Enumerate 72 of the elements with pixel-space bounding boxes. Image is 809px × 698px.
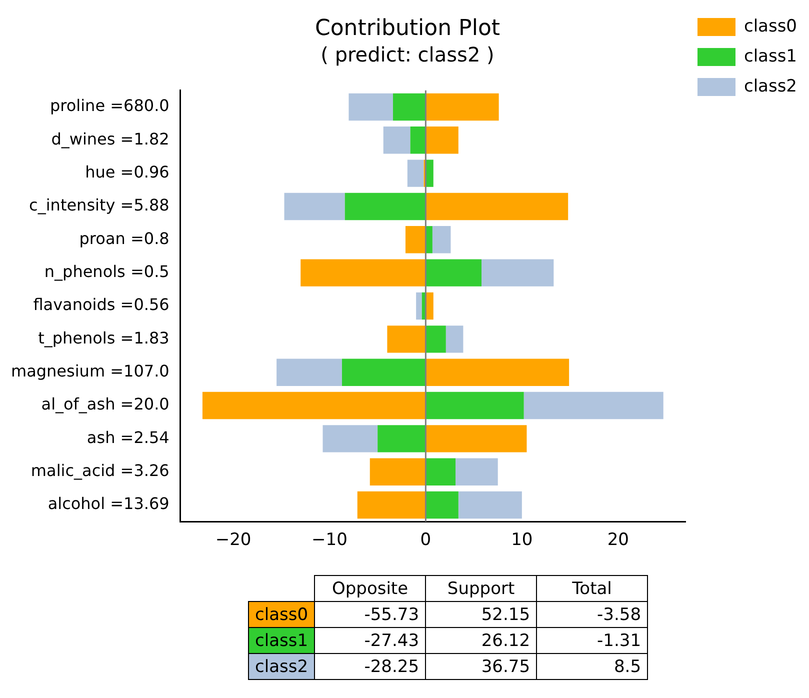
data-label: -28.25 <box>314 654 426 680</box>
bar <box>407 160 424 187</box>
y-tick-label: class2 <box>248 654 315 680</box>
bar <box>426 425 527 452</box>
bar <box>416 292 422 320</box>
y-tick-label: alcohol =13.69 <box>48 494 170 514</box>
y-tick-label: hue =0.96 <box>85 162 170 182</box>
y-tick-label: d_wines =1.82 <box>51 129 170 148</box>
bar <box>387 326 426 353</box>
data-label: 52.15 <box>426 602 537 628</box>
data-label: -3.58 <box>536 602 648 628</box>
bar <box>410 126 426 154</box>
bar <box>276 358 342 386</box>
legend-label: class2 <box>744 76 798 96</box>
y-tick-label: n_phenols =0.5 <box>44 262 170 281</box>
bar <box>383 126 410 154</box>
y-tick-label: proan =0.8 <box>79 228 170 248</box>
bar <box>426 93 499 121</box>
legend-label: class0 <box>744 16 798 36</box>
bar <box>426 326 446 353</box>
bar <box>342 358 426 386</box>
data-label: -27.43 <box>314 628 426 654</box>
y-tick-label: class1 <box>248 628 315 654</box>
bar <box>458 491 522 519</box>
data-label: -1.31 <box>536 628 648 654</box>
bar <box>405 226 426 254</box>
bar <box>378 425 426 452</box>
data-label: 26.12 <box>426 628 537 654</box>
bar <box>426 259 482 286</box>
bar <box>456 458 498 486</box>
bar <box>426 358 570 386</box>
data-label: 8.5 <box>536 654 648 680</box>
bar <box>446 326 464 353</box>
y-tick-label: t_phenols =1.83 <box>38 328 170 348</box>
bar <box>432 226 451 254</box>
bar <box>202 392 426 420</box>
y-tick-label: flavanoids =0.56 <box>33 295 170 314</box>
bar <box>344 192 426 220</box>
bar <box>426 392 524 420</box>
bar <box>482 259 554 286</box>
bar <box>426 458 456 486</box>
data-label: 36.75 <box>426 654 537 680</box>
bar <box>392 93 426 121</box>
x-tick-label: Support <box>426 576 537 602</box>
x-tick-label: 10 <box>511 530 533 550</box>
x-tick-label: Total <box>536 576 648 602</box>
bar <box>322 425 378 452</box>
y-tick-label: malic_acid =3.26 <box>30 461 170 480</box>
x-tick-label: −10 <box>312 530 348 550</box>
bar <box>426 192 568 220</box>
y-tick-label: ash =2.54 <box>86 428 170 447</box>
chart-title: Contribution Plot <box>314 16 500 41</box>
bar <box>300 259 426 286</box>
y-tick-label: proline =680.0 <box>50 96 170 116</box>
x-tick-label: 0 <box>420 530 432 550</box>
x-tick-label: Opposite <box>314 576 426 602</box>
bar <box>524 392 664 420</box>
y-tick-label: c_intensity =5.88 <box>29 196 170 215</box>
bar <box>426 491 458 519</box>
bar <box>357 491 426 519</box>
data-label: -55.73 <box>314 602 426 628</box>
y-tick-label: magnesium =107.0 <box>10 361 170 380</box>
y-tick-label: al_of_ash =20.0 <box>41 394 170 414</box>
bar <box>370 458 426 486</box>
chart-subtitle: ( predict: class2 ) <box>320 42 494 67</box>
y-tick-label: class0 <box>248 602 315 628</box>
bar <box>284 192 345 220</box>
x-tick-label: 20 <box>607 530 629 550</box>
x-tick-label: −20 <box>215 530 252 550</box>
legend-label: class1 <box>744 46 798 66</box>
bar <box>426 126 458 154</box>
bar <box>348 93 393 121</box>
